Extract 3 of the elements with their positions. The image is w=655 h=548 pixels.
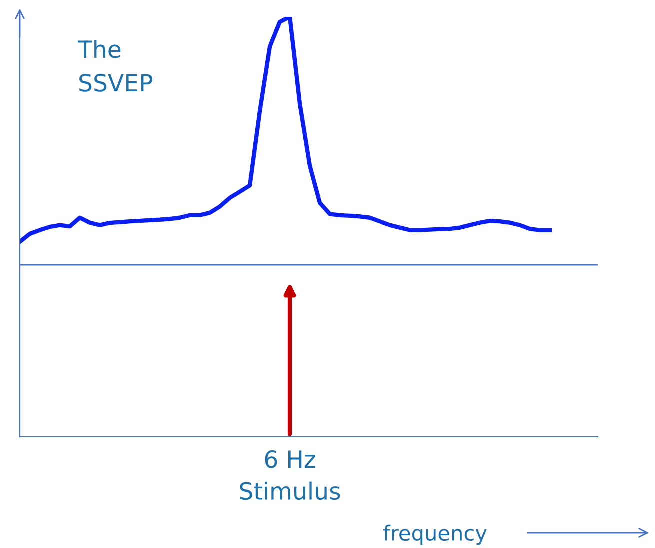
text: 6 Hz Stimulus	[240, 450, 340, 500]
text: The SSVEP	[78, 40, 152, 92]
text: frequency	[383, 524, 487, 546]
